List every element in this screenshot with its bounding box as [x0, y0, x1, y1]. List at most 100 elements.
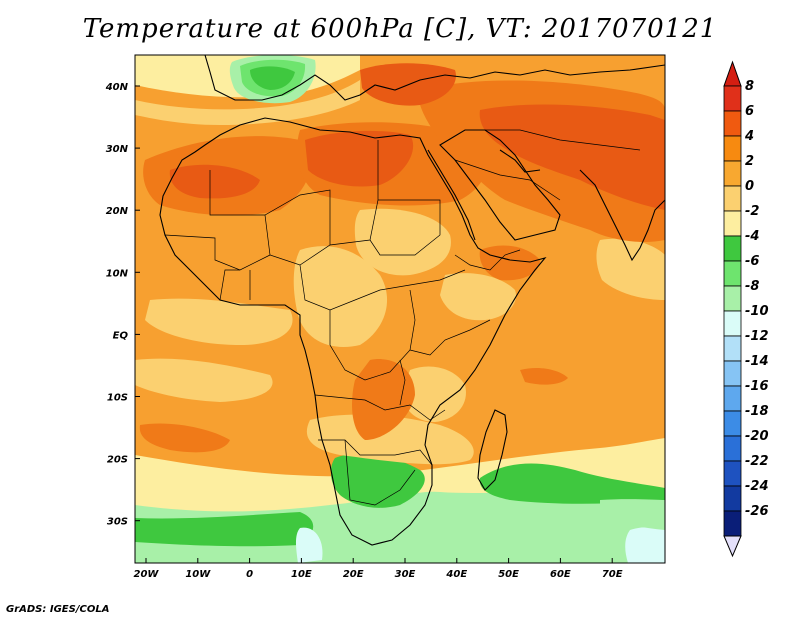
lon-tick-label: 30E — [395, 569, 416, 580]
temperature-field — [135, 55, 665, 563]
colorbar-label: -20 — [745, 429, 769, 444]
border-line — [314, 394, 446, 421]
border-line — [318, 439, 433, 466]
colorbar-label: -22 — [745, 454, 769, 469]
field-zone-red-egypt — [305, 130, 414, 187]
border-line — [454, 159, 561, 201]
colorbar-swatch — [723, 185, 742, 212]
colorbar-label: -2 — [745, 204, 759, 219]
colorbar-label: -24 — [745, 479, 769, 494]
colorbar-swatch — [723, 110, 742, 137]
colorbar-label: 4 — [744, 129, 754, 144]
field-zone-yellow-central — [354, 208, 451, 276]
arabia-coastline — [439, 129, 561, 241]
colorbar-swatch — [723, 435, 742, 462]
field-zone-orange-horn — [479, 245, 540, 281]
lat-tick-label: 30S — [107, 517, 128, 528]
lon-tick-label: 40E — [445, 569, 467, 580]
border-line — [454, 249, 521, 271]
field-zone-orange-indian-ocean — [520, 367, 568, 385]
lon-tick-label: 60E — [550, 569, 571, 580]
field-zone-green-indian-ocean — [479, 463, 665, 504]
border-line — [219, 269, 240, 301]
latitude-axis: 40N 30N 20N 10N EQ 10S 20S 30S — [105, 82, 140, 528]
field-zone-yellow-gulf-guinea — [145, 298, 293, 345]
colorbar-swatch — [723, 260, 742, 287]
credit-text: GrADS: IGES/COLA — [6, 604, 110, 615]
field-zone-yellow-equatorial-west — [293, 246, 388, 347]
colorbar-swatch — [723, 210, 742, 237]
africa-coastline — [159, 117, 547, 546]
lon-tick-label: 20E — [343, 569, 364, 580]
colorbar-label: 8 — [745, 79, 754, 94]
longitude-axis: 20W 10W 0 10E 20E 30E 40E 50E 60E 70E — [134, 558, 623, 580]
colorbar-swatch — [723, 385, 742, 412]
field-zone-pale-green-east — [600, 499, 665, 530]
europe-coastline — [204, 55, 665, 101]
colorbar-label: -16 — [745, 379, 769, 394]
colorbar-label: -26 — [745, 504, 769, 519]
colorbar-bottom-arrow — [723, 535, 742, 558]
field-zone-cyan-southwest — [296, 527, 323, 563]
colorbar-label: -6 — [745, 254, 759, 269]
field-zone-orange-south-atlantic-west — [139, 423, 230, 453]
field-zone-red-west-sahara — [169, 164, 260, 199]
colorbar-swatch — [723, 510, 742, 537]
border-line — [409, 319, 491, 356]
colorbar: 8 6 4 2 0 -2 -4 -6 -8 -10 -12 -14 -16 -18 -20 -22 -24 -26 — [723, 60, 769, 558]
field-zone-yellow-north — [135, 80, 360, 125]
lat-tick-label: 10N — [106, 268, 129, 279]
field-zone-yellow-south-atlantic — [135, 358, 273, 402]
field-zone-yellow-east-africa — [402, 366, 466, 422]
lat-tick-label: EQ — [113, 330, 129, 341]
colorbar-label: 2 — [745, 154, 754, 169]
field-zone-green-south-atlantic — [135, 512, 314, 547]
lat-tick-label: 20S — [107, 455, 128, 466]
colorbar-label: -18 — [745, 404, 769, 419]
colorbar-label: 0 — [745, 179, 754, 194]
colorbar-label: -8 — [745, 279, 759, 294]
map-title: Temperature at 600hPa [C], VT: 201707012… — [82, 14, 718, 44]
colorbar-swatch — [723, 85, 742, 112]
colorbar-swatch — [723, 310, 742, 337]
colorbar-label: -4 — [745, 229, 759, 244]
coastlines — [159, 55, 665, 546]
border-line — [480, 129, 641, 151]
colorbar-swatch — [723, 360, 742, 387]
colorbar-swatch — [723, 485, 742, 512]
persian-gulf-coast — [499, 149, 541, 173]
border-line — [329, 289, 416, 381]
india-coastline — [579, 169, 665, 262]
colorbar-swatch — [723, 160, 742, 187]
field-zone-yellow-india — [596, 238, 665, 300]
colorbar-swatch — [723, 285, 742, 312]
field-zone-yellow-southern-africa — [306, 414, 474, 465]
red-sea-coast — [427, 149, 476, 241]
lon-tick-label: 50E — [498, 569, 519, 580]
country-borders — [164, 129, 641, 506]
border-line — [209, 170, 331, 245]
border-line — [399, 359, 406, 406]
border-line — [164, 234, 271, 271]
lon-tick-label: 0 — [246, 569, 253, 580]
border-line — [299, 264, 466, 311]
colorbar-swatch — [723, 460, 742, 487]
colorbar-label: -12 — [745, 329, 769, 344]
colorbar-label: -10 — [745, 304, 769, 319]
lat-tick-label: 20N — [106, 206, 129, 217]
colorbar-label: -14 — [745, 354, 769, 369]
lat-tick-label: 10S — [107, 393, 128, 404]
border-line — [344, 439, 416, 506]
colorbar-swatch — [723, 235, 742, 262]
lon-tick-label: 10E — [291, 569, 312, 580]
field-zone-cyan-southeast — [625, 527, 665, 563]
colorbar-swatch — [723, 135, 742, 162]
map-frame — [134, 54, 666, 564]
lon-tick-label: 70E — [602, 569, 623, 580]
colorbar-top-arrow — [723, 60, 742, 87]
field-zone-green-south-africa — [330, 453, 425, 508]
field-zone-yellow-horn — [440, 273, 516, 321]
lat-tick-label: 40N — [105, 82, 129, 93]
colorbar-swatch — [723, 335, 742, 362]
